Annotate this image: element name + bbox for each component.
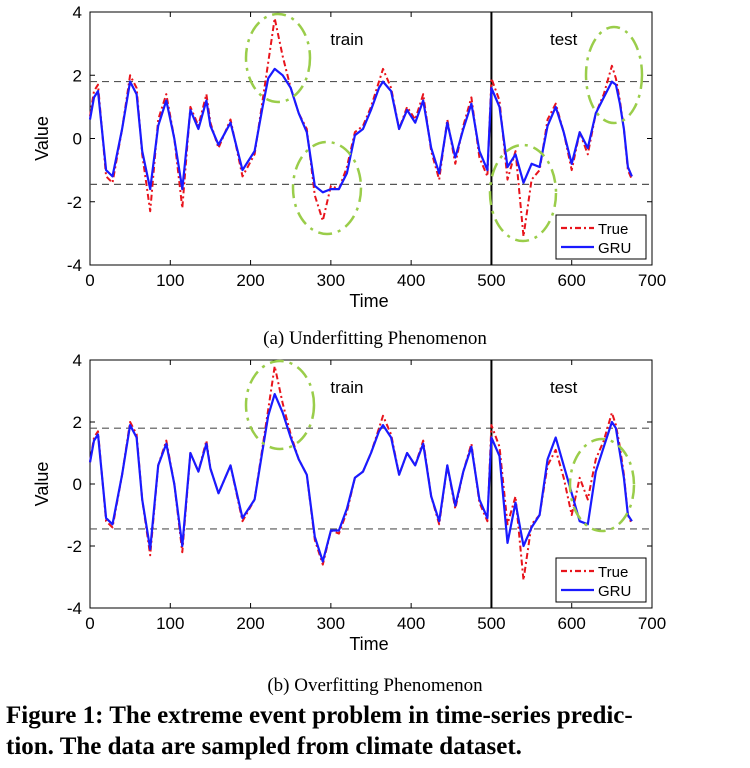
y-tick-label-a-3: -2 xyxy=(67,193,82,212)
y-tick-label-b-4: -4 xyxy=(67,599,82,618)
y-tick-label-a-0: 4 xyxy=(73,3,82,22)
figure-caption-line2: tion. The data are sampled from climate … xyxy=(6,733,522,760)
legend-label-true-a: True xyxy=(598,221,628,238)
x-tick-label-b-3: 300 xyxy=(317,614,345,633)
highlight-ellipse-a-1 xyxy=(291,140,363,236)
x-tick-label-b-6: 600 xyxy=(558,614,586,633)
y-axis-label-b: Value xyxy=(32,462,52,507)
x-tick-label-b-1: 100 xyxy=(156,614,184,633)
x-tick-label-a-0: 0 xyxy=(85,271,94,290)
panel-a-caption: (a) Underfitting Phenomenon xyxy=(263,328,487,349)
legend-label-gru-a: GRU xyxy=(598,240,631,257)
x-tick-label-b-0: 0 xyxy=(85,614,94,633)
series-line-gru-a xyxy=(88,67,633,194)
figure-caption-line1: The extreme event problem in time-series… xyxy=(103,702,633,729)
x-tick-label-b-7: 700 xyxy=(638,614,666,633)
legend-label-true-b: True xyxy=(598,564,628,581)
x-tick-label-a-3: 300 xyxy=(317,271,345,290)
y-tick-label-b-0: 4 xyxy=(73,351,82,370)
x-tick-label-a-6: 600 xyxy=(558,271,586,290)
x-tick-label-a-4: 400 xyxy=(397,271,425,290)
x-tick-label-b-5: 500 xyxy=(477,614,505,633)
y-tick-label-b-2: 0 xyxy=(73,475,82,494)
y-tick-label-b-1: 2 xyxy=(73,413,82,432)
figure-caption-number: Figure 1: xyxy=(6,702,104,729)
x-tick-label-a-2: 200 xyxy=(236,271,264,290)
highlight-ellipse-b-1 xyxy=(568,437,636,533)
legend-box-a xyxy=(555,214,647,260)
y-tick-label-b-3: -2 xyxy=(67,537,82,556)
chart-panel-b: 0 100 200 300 400 500 600 700 4 2 0 -2 -4 Time Value tr… xyxy=(32,351,666,654)
highlight-ellipse-a-0 xyxy=(244,12,312,104)
x-axis-label-a: Time xyxy=(349,291,388,311)
highlight-ellipse-a-3 xyxy=(584,25,644,125)
panel-b-caption: (b) Overfitting Phenomenon xyxy=(267,675,483,696)
highlight-ellipse-a-2 xyxy=(488,143,558,243)
series-line-gru-b xyxy=(88,393,633,563)
figure-caption: Figure 1: The extreme event problem in t… xyxy=(6,700,746,762)
series-line-true-a xyxy=(89,17,633,238)
x-tick-label-a-7: 700 xyxy=(638,271,666,290)
x-tick-label-b-2: 200 xyxy=(236,614,264,633)
chart-panel-a: 0 100 200 300 400 500 600 700 4 2 0 -2 -4 Time Value tr… xyxy=(32,3,666,311)
test-annotation-b: test xyxy=(550,378,578,397)
train-annotation-b: train xyxy=(330,378,363,397)
train-annotation-a: train xyxy=(330,30,363,49)
y-tick-label-a-4: -4 xyxy=(67,256,82,275)
test-annotation-a: test xyxy=(550,30,578,49)
y-tick-label-a-2: 0 xyxy=(73,130,82,149)
x-tick-label-a-5: 500 xyxy=(477,271,505,290)
y-tick-label-a-1: 2 xyxy=(73,66,82,85)
x-tick-label-b-4: 400 xyxy=(397,614,425,633)
legend-label-gru-b: GRU xyxy=(598,583,631,600)
x-tick-label-a-1: 100 xyxy=(156,271,184,290)
legend-box-b xyxy=(555,557,647,603)
highlight-ellipse-b-0 xyxy=(244,359,316,451)
x-axis-label-b: Time xyxy=(349,634,388,654)
y-axis-label-a: Value xyxy=(32,116,52,161)
